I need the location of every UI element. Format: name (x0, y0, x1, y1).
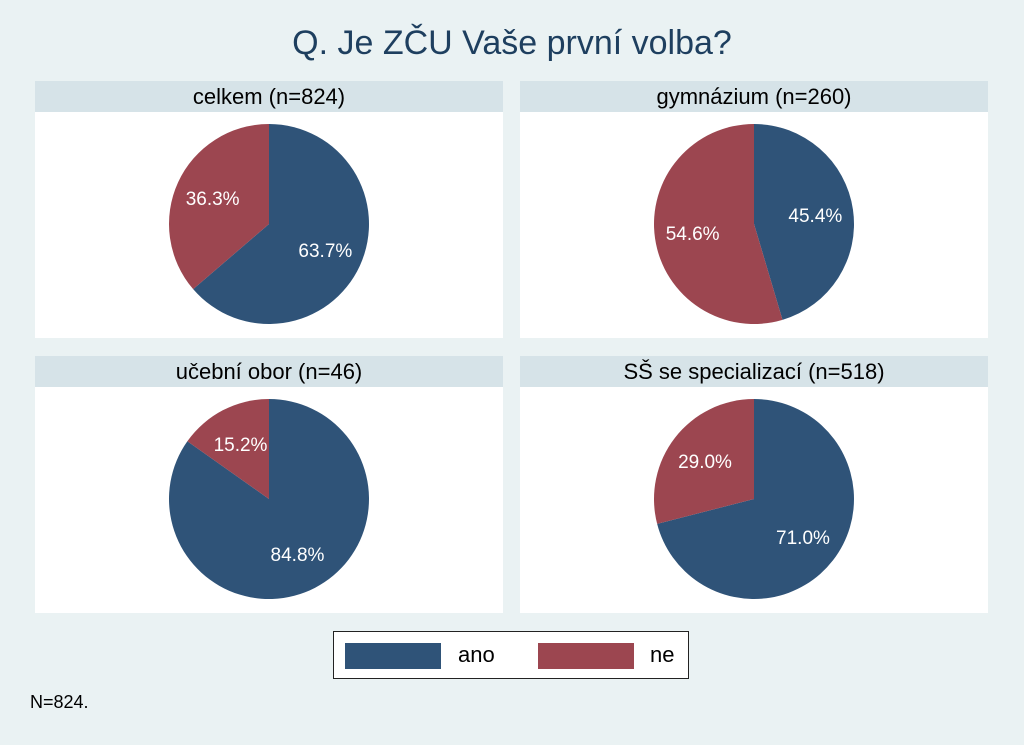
panel-title: celkem (n=824) (35, 81, 503, 112)
pie-slice-ano (168, 399, 369, 599)
slice-label-ano: 45.4% (788, 206, 842, 227)
footnote: N=824. (30, 692, 89, 712)
pie-panel-ucebni-obor: učební obor (n=46) 84.8% 15.2% (35, 356, 503, 613)
legend-label-ne: ne (650, 642, 675, 667)
pie-slice-ne (654, 124, 783, 324)
slice-label-ne: 15.2% (214, 435, 268, 456)
pie-slice-ne (168, 124, 269, 290)
pie-chart: 45.4% 54.6% (654, 124, 854, 324)
panel-title: SŠ se specializací (n=518) (520, 356, 988, 387)
slice-label-ano: 63.7% (298, 241, 352, 262)
pie-slice-ne (654, 399, 754, 524)
pie-panel-gymnazium: gymnázium (n=260) 45.4% 54.6% (520, 81, 988, 338)
chart-title: Q. Je ZČU Vaše první volba? (292, 24, 732, 62)
legend: ano ne (333, 631, 689, 679)
slice-label-ne: 36.3% (186, 189, 240, 210)
slice-label-ano: 84.8% (271, 545, 325, 566)
pie-panel-celkem: celkem (n=824) 63.7% 36.3% (35, 81, 503, 338)
pie-slice-ano (193, 124, 369, 324)
pie-chart: 71.0% 29.0% (654, 399, 854, 599)
pie-slice-ano (657, 399, 854, 599)
slice-label-ne: 54.6% (666, 224, 720, 245)
legend-swatch-ne (538, 643, 634, 669)
slice-label-ano: 71.0% (776, 528, 830, 549)
panel-title: gymnázium (n=260) (520, 81, 988, 112)
panel-title: učební obor (n=46) (35, 356, 503, 387)
legend-label-ano: ano (458, 642, 495, 667)
pie-slice-ano (754, 124, 854, 320)
pie-slice-ne (187, 399, 269, 499)
slice-label-ne: 29.0% (678, 452, 732, 473)
pie-panel-ss-se-specializaci: SŠ se specializací (n=518) 71.0% 29.0% (520, 356, 988, 613)
pie-chart: 63.7% 36.3% (168, 124, 369, 324)
legend-swatch-ano (345, 643, 441, 669)
pie-chart: 84.8% 15.2% (168, 399, 369, 599)
